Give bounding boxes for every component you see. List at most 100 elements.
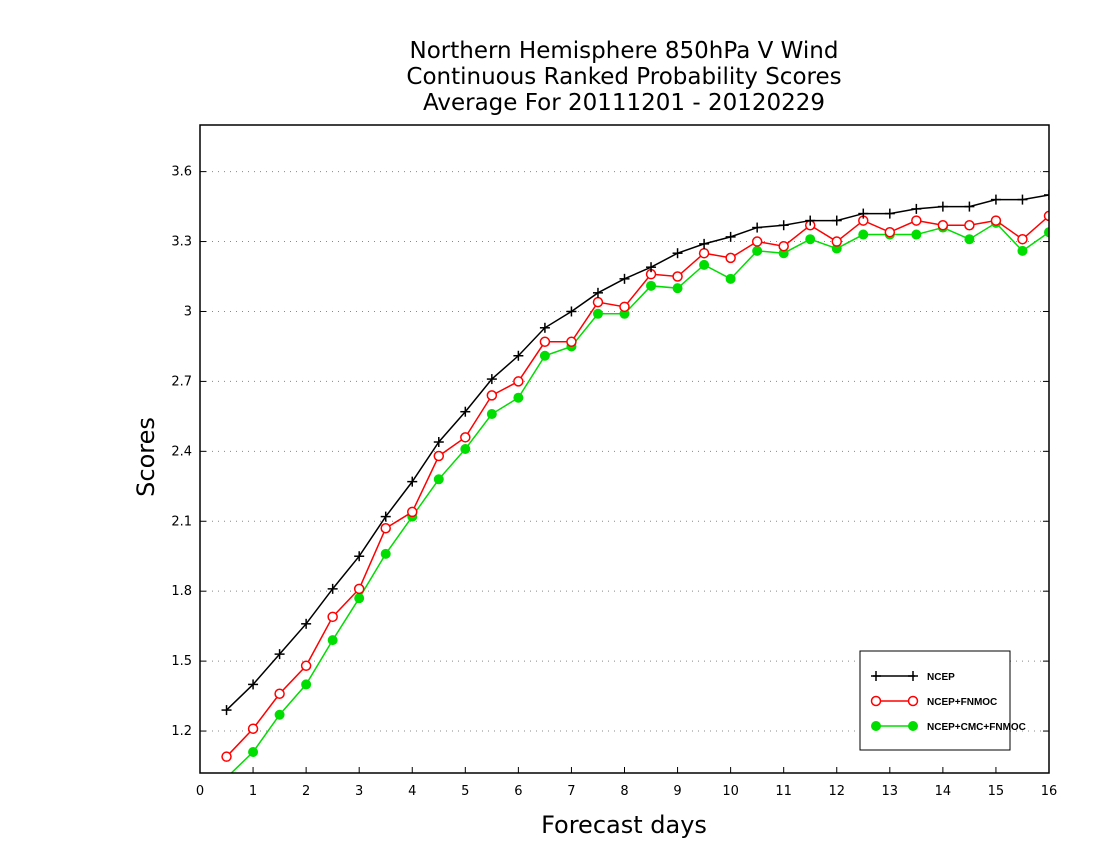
- data-point-open-circle: [911, 215, 922, 226]
- data-point-plus: [274, 649, 285, 660]
- chart-title-line-3: Average For 20111201 - 20120229: [422, 90, 826, 116]
- data-point-filled-circle: [725, 273, 736, 284]
- data-point-plus: [908, 671, 918, 681]
- data-point-plus: [778, 220, 789, 231]
- data-point-filled-circle: [646, 280, 657, 291]
- data-point-open-circle: [778, 240, 789, 252]
- data-point-filled-circle: [513, 392, 524, 403]
- data-point-filled-circle: [354, 593, 365, 604]
- data-point-open-circle: [380, 523, 391, 534]
- data-point-plus: [301, 618, 312, 629]
- data-point-plus: [805, 215, 816, 226]
- data-point-open-circle: [300, 660, 312, 672]
- x-tick-label: 16: [1041, 784, 1058, 799]
- data-point-open-circle: [592, 296, 604, 308]
- data-point-open-circle: [221, 751, 232, 762]
- x-tick-label: 5: [461, 784, 469, 799]
- data-point-plus: [884, 208, 895, 219]
- x-tick-label: 6: [514, 784, 522, 799]
- data-point-filled-circle: [911, 229, 922, 240]
- data-point-open-circle: [433, 450, 445, 462]
- data-point-filled-circle: [1017, 245, 1028, 256]
- data-point-open-circle: [460, 432, 471, 443]
- data-point-open-circle: [870, 695, 882, 707]
- series-ncep: [221, 189, 1049, 716]
- data-point-plus: [964, 201, 975, 212]
- x-tick-label: 9: [673, 784, 681, 799]
- data-point-filled-circle: [672, 283, 683, 294]
- data-point-plus: [871, 671, 881, 681]
- x-tick-label: 1: [249, 784, 257, 799]
- data-point-filled-circle: [274, 709, 285, 720]
- data-point-filled-circle: [433, 474, 444, 485]
- data-point-plus: [752, 222, 763, 233]
- series-layer: [221, 189, 1049, 773]
- data-point-open-circle: [513, 376, 524, 387]
- data-point-filled-circle: [871, 721, 881, 731]
- data-point-open-circle: [486, 390, 498, 401]
- data-point-filled-circle: [327, 635, 338, 646]
- data-point-filled-circle: [964, 234, 975, 245]
- chart-title-line-2: Continuous Ranked Probability Scores: [406, 64, 842, 90]
- data-point-plus: [354, 551, 365, 562]
- data-point-filled-circle: [460, 444, 471, 454]
- data-point-plus: [380, 511, 391, 522]
- y-tick-label: 1.5: [171, 654, 192, 669]
- data-point-filled-circle: [248, 747, 259, 758]
- data-point-open-circle: [566, 336, 577, 348]
- data-point-open-circle: [990, 215, 1002, 226]
- x-tick-label: 13: [882, 784, 899, 799]
- data-point-filled-circle: [752, 245, 763, 256]
- data-point-plus: [486, 374, 497, 385]
- data-point-open-circle: [964, 219, 975, 231]
- data-point-plus: [221, 705, 232, 716]
- x-tick-label: 0: [196, 784, 204, 799]
- chart-title-line-1: Northern Hemisphere 850hPa V Wind: [409, 38, 839, 64]
- data-point-open-circle: [619, 301, 630, 313]
- y-tick-label: 3.3: [171, 235, 192, 250]
- data-point-open-circle: [274, 688, 285, 699]
- data-point-open-circle: [327, 611, 338, 623]
- y-tick-label: 1.8: [171, 584, 192, 599]
- data-point-plus: [433, 437, 444, 448]
- data-point-open-circle: [725, 252, 736, 264]
- data-point-open-circle: [672, 271, 683, 282]
- data-point-filled-circle: [699, 259, 710, 270]
- y-axis-label: Scores: [132, 417, 160, 497]
- data-point-open-circle: [1043, 210, 1049, 222]
- data-point-plus: [460, 406, 471, 417]
- data-point-open-circle: [884, 226, 896, 238]
- data-point-plus: [937, 201, 948, 212]
- legend-label: NCEP: [927, 672, 955, 683]
- data-point-plus: [407, 476, 418, 487]
- data-point-open-circle: [831, 236, 842, 247]
- series-ncep-fnmoc: [221, 210, 1049, 762]
- legend-label: NCEP+CMC+FNMOC: [927, 722, 1026, 733]
- data-point-plus: [1017, 194, 1028, 205]
- axis-ticks: 1.21.51.82.12.42.733.33.60 1 2 3 4 5 6 7 8 9 10 11 1…: [171, 165, 1057, 799]
- y-tick-label: 3: [184, 304, 192, 319]
- data-point-plus: [646, 262, 657, 273]
- legend-item: NCEP: [871, 671, 955, 683]
- legend: NCEP NCEP+FNMOC NCEP+CMC+FNMOC: [859, 650, 1026, 751]
- data-point-filled-circle: [301, 679, 312, 690]
- data-point-filled-circle: [539, 350, 550, 361]
- data-point-plus: [592, 287, 603, 298]
- x-tick-label: 14: [935, 784, 952, 799]
- data-point-filled-circle: [224, 772, 229, 773]
- data-point-open-circle: [247, 723, 259, 734]
- data-point-open-circle: [907, 695, 919, 707]
- data-point-plus: [566, 306, 577, 317]
- data-point-plus: [911, 203, 922, 214]
- data-point-plus: [619, 273, 630, 284]
- data-point-plus: [248, 679, 259, 690]
- data-point-open-circle: [353, 583, 365, 595]
- data-point-plus: [327, 583, 338, 594]
- x-tick-label: 11: [775, 784, 792, 799]
- data-point-filled-circle: [380, 548, 391, 559]
- y-tick-label: 3.6: [171, 165, 192, 180]
- data-point-plus: [699, 238, 710, 249]
- data-point-filled-circle: [858, 229, 869, 240]
- legend-item: NCEP+FNMOC: [870, 695, 997, 708]
